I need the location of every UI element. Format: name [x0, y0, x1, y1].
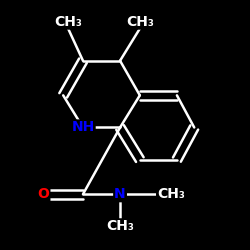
- Text: CH₃: CH₃: [157, 187, 185, 201]
- Text: CH₃: CH₃: [54, 14, 82, 28]
- Text: CH₃: CH₃: [106, 219, 134, 233]
- Text: N: N: [114, 187, 126, 201]
- Text: CH₃: CH₃: [126, 14, 154, 28]
- Text: O: O: [38, 187, 49, 201]
- Text: NH: NH: [71, 120, 94, 134]
